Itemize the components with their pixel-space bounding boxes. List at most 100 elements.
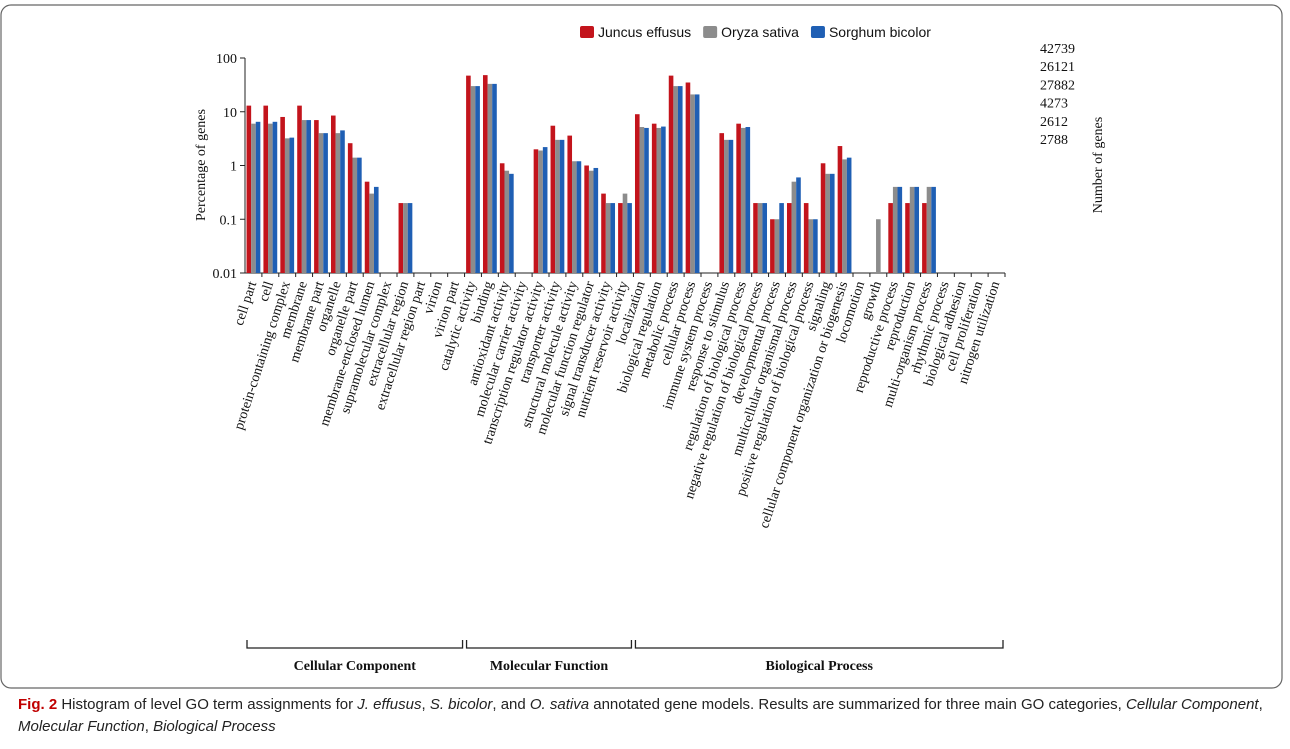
bar — [926, 186, 932, 273]
bar — [757, 203, 763, 273]
bar — [340, 130, 345, 273]
caption-label: Fig. 2 — [18, 696, 58, 713]
bar — [914, 186, 920, 273]
caption-text: Molecular Function — [18, 718, 145, 735]
bar — [335, 133, 341, 273]
bar — [796, 177, 801, 273]
bar — [330, 115, 336, 273]
bar — [475, 86, 480, 273]
right-label: 42739 — [1040, 42, 1075, 57]
right-label: 26121 — [1040, 60, 1075, 75]
x-tick-label: cell part — [232, 280, 260, 328]
bar — [470, 86, 476, 273]
bar — [825, 173, 830, 273]
legend-label: Sorghum bicolor — [829, 24, 931, 40]
bar — [542, 147, 548, 273]
frame — [0, 4, 1283, 689]
bar — [314, 120, 319, 273]
x-tick-label: cell — [257, 280, 278, 304]
bar — [588, 170, 594, 273]
bar — [403, 203, 408, 273]
bar — [668, 75, 674, 273]
bar — [576, 161, 582, 273]
bar — [297, 105, 302, 273]
caption-text: , — [144, 718, 154, 735]
bar — [803, 203, 809, 273]
bar — [745, 127, 751, 273]
bar — [352, 157, 358, 273]
caption-text: , and — [492, 696, 530, 713]
bar — [762, 203, 768, 273]
bar — [246, 105, 252, 273]
bar — [677, 86, 683, 273]
bar — [673, 86, 678, 273]
bar — [644, 127, 649, 273]
bar — [504, 170, 510, 273]
bar — [656, 127, 662, 273]
caption-text: Biological Process — [153, 718, 276, 735]
bar — [572, 161, 577, 273]
bar — [651, 123, 657, 273]
right-label: 2788 — [1040, 133, 1068, 148]
bar — [584, 165, 589, 273]
bar — [509, 173, 514, 273]
bar — [808, 219, 814, 273]
bar — [533, 149, 539, 273]
bar — [538, 150, 543, 273]
bar — [897, 186, 903, 273]
legend-swatch — [810, 26, 825, 38]
bar — [550, 125, 556, 273]
bar — [829, 173, 835, 273]
bar — [301, 120, 307, 273]
bar — [284, 138, 290, 273]
legend-swatch — [580, 26, 594, 38]
bar — [719, 133, 725, 273]
bar — [770, 219, 775, 273]
legend-swatch — [703, 26, 718, 38]
bar — [728, 139, 734, 273]
bar — [318, 133, 324, 273]
right-label: 27882 — [1040, 78, 1075, 93]
caption-text: Histogram of level GO term assignments f… — [57, 696, 358, 713]
bar — [373, 186, 379, 273]
y2-axis-label: Number of genes — [1091, 117, 1106, 213]
bar — [364, 181, 370, 273]
bar — [251, 123, 256, 273]
caption-text: Cellular Component — [1126, 696, 1259, 713]
caption: Fig. 2 Histogram of level GO term assign… — [18, 694, 1268, 738]
y-tick-label: 1 — [230, 160, 237, 175]
bar — [289, 137, 295, 273]
bar — [255, 121, 261, 273]
bar — [922, 203, 927, 273]
bar — [740, 127, 746, 273]
right-label: 4273 — [1040, 97, 1068, 112]
bar — [559, 139, 565, 273]
bar — [622, 193, 628, 273]
bar — [685, 82, 691, 273]
bar — [263, 105, 269, 273]
bar — [492, 83, 497, 273]
bar — [272, 121, 278, 273]
bar — [482, 75, 488, 273]
caption-text: S. bicolor — [429, 696, 493, 713]
group-label: Cellular Component — [294, 659, 417, 674]
bar — [593, 167, 599, 273]
bar — [268, 123, 273, 273]
bar — [779, 203, 784, 273]
group-bracket — [246, 640, 464, 649]
bar — [661, 126, 666, 273]
bar — [610, 203, 616, 273]
bar — [466, 75, 471, 273]
caption-text: annotated gene models. Results are summa… — [589, 696, 1127, 713]
bar — [555, 139, 560, 273]
bar — [842, 159, 847, 273]
bar — [753, 203, 758, 273]
bar — [499, 163, 505, 273]
bar — [846, 157, 852, 273]
right-label: 2612 — [1040, 115, 1068, 130]
bar — [567, 135, 573, 273]
chart: Percentage of genes Number of genes 0.01… — [0, 4, 1283, 689]
group-bracket — [465, 640, 633, 649]
bar — [634, 114, 640, 273]
